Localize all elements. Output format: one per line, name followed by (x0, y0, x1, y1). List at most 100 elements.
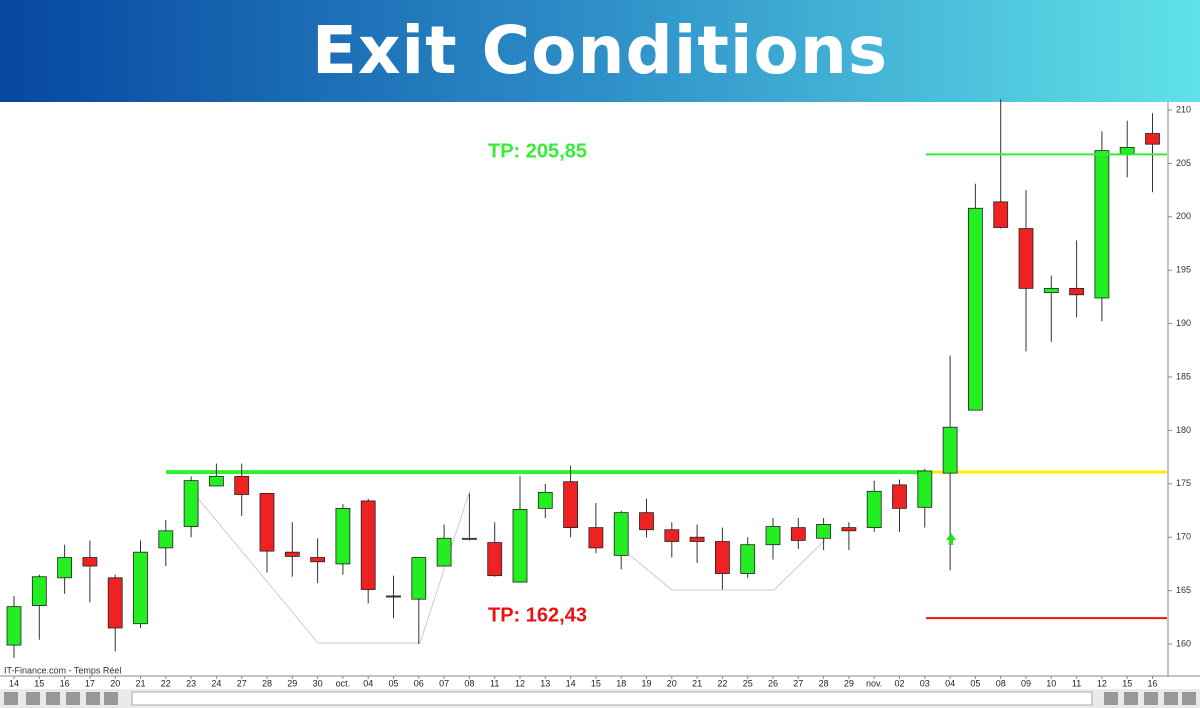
candle-body (1094, 150, 1110, 299)
x-tick-label: 15 (591, 678, 601, 688)
x-tick-label: 22 (161, 678, 171, 688)
x-tick-label: 25 (743, 678, 753, 688)
x-tick-label: 11 (1072, 678, 1081, 688)
candle-body (512, 509, 528, 583)
x-tick-label: 16 (60, 678, 70, 688)
take-profit-label: TP: 162,43 (488, 604, 587, 626)
candle-body (158, 530, 174, 549)
candle-body (892, 484, 907, 509)
header: Exit Conditions (0, 0, 1200, 102)
candle-body (841, 527, 857, 532)
x-tick-label: 19 (641, 678, 651, 688)
x-tick-label: 08 (996, 678, 1006, 688)
y-tick-label: 170 (1176, 532, 1191, 542)
x-tick-label: 29 (287, 678, 297, 688)
candle-body (461, 537, 477, 540)
x-tick-label: 24 (211, 678, 221, 688)
candle-body (1069, 287, 1084, 296)
y-tick-label: 180 (1176, 425, 1191, 435)
x-tick-label: 26 (768, 678, 778, 688)
y-tick-label: 205 (1176, 158, 1191, 168)
take-profit-label: TP: 205,85 (488, 141, 587, 163)
scrollbar[interactable] (131, 691, 1093, 706)
candle-body (360, 500, 376, 590)
x-tick-label: nov. (866, 678, 882, 688)
candle-body (57, 557, 72, 579)
candle-body (310, 557, 326, 563)
x-tick-label: 12 (515, 678, 525, 688)
candle-body (664, 529, 680, 542)
y-tick-label: 190 (1176, 318, 1191, 328)
candle-body (436, 537, 452, 567)
candle-body (386, 595, 401, 598)
candle-body (234, 475, 250, 495)
candle-body (1018, 228, 1034, 289)
x-tick-label: 28 (819, 678, 829, 688)
candle-body (183, 480, 199, 527)
candle-body (917, 470, 933, 508)
y-tick-label: 195 (1176, 265, 1191, 275)
x-tick-label: 28 (262, 678, 272, 688)
candle-body (715, 541, 730, 574)
x-tick-label: 02 (894, 678, 904, 688)
pattern-line (190, 489, 471, 644)
candle-body (1145, 133, 1160, 145)
candle-body (563, 481, 578, 529)
x-tick-label: 21 (135, 678, 145, 688)
candle-body (1119, 146, 1135, 155)
candle-body (107, 577, 123, 629)
x-tick-label: 17 (85, 678, 95, 688)
x-tick-label: 06 (414, 678, 424, 688)
x-tick-label: 07 (439, 678, 449, 688)
pattern-line (619, 539, 826, 591)
candle-body (765, 526, 781, 546)
y-tick-label: 200 (1176, 211, 1191, 221)
x-tick-label: 05 (970, 678, 980, 688)
x-tick-label: 27 (793, 678, 803, 688)
candle-body (259, 493, 275, 552)
x-tick-label: 29 (844, 678, 854, 688)
candle-body (31, 576, 47, 606)
candle-body (613, 512, 629, 556)
entry-arrow (946, 533, 956, 545)
x-tick-label: oct. (336, 678, 351, 688)
candle-body (588, 527, 604, 549)
x-tick-label: 20 (667, 678, 677, 688)
x-tick-label: 14 (566, 678, 576, 688)
y-tick-label: 160 (1176, 638, 1191, 648)
candle-body (208, 475, 224, 487)
candle-body (6, 606, 22, 646)
y-tick-label: 185 (1176, 371, 1191, 381)
x-tick-label: 09 (1021, 678, 1031, 688)
source-label: IT-Finance.com - Temps Réel (4, 665, 121, 675)
x-tick-label: 16 (1147, 678, 1157, 688)
candle-body (993, 201, 1009, 228)
y-tick-label: 165 (1176, 585, 1191, 595)
x-tick-label: 12 (1097, 678, 1107, 688)
x-tick-label: 23 (186, 678, 196, 688)
x-tick-label: 04 (945, 678, 955, 688)
candle-body (942, 426, 958, 474)
x-tick-label: 11 (490, 678, 499, 688)
x-tick-label: 18 (616, 678, 626, 688)
chart-title: Exit Conditions (311, 12, 889, 89)
x-tick-label: 04 (363, 678, 373, 688)
candle-body (487, 542, 503, 577)
candle-body (411, 557, 427, 600)
x-tick-label: 21 (692, 678, 702, 688)
y-tick-label: 175 (1176, 478, 1191, 488)
x-tick-label: 03 (920, 678, 930, 688)
candle-body (284, 551, 300, 557)
candle-body (335, 507, 351, 565)
candle-body (82, 557, 98, 567)
x-tick-label: 14 (9, 678, 19, 688)
candle-body (639, 512, 654, 531)
candle-body (790, 527, 806, 541)
candle-body (866, 490, 882, 529)
candle-body (816, 524, 831, 539)
x-tick-label: 20 (110, 678, 120, 688)
candle-body (537, 491, 553, 509)
x-tick-label: 30 (313, 678, 323, 688)
